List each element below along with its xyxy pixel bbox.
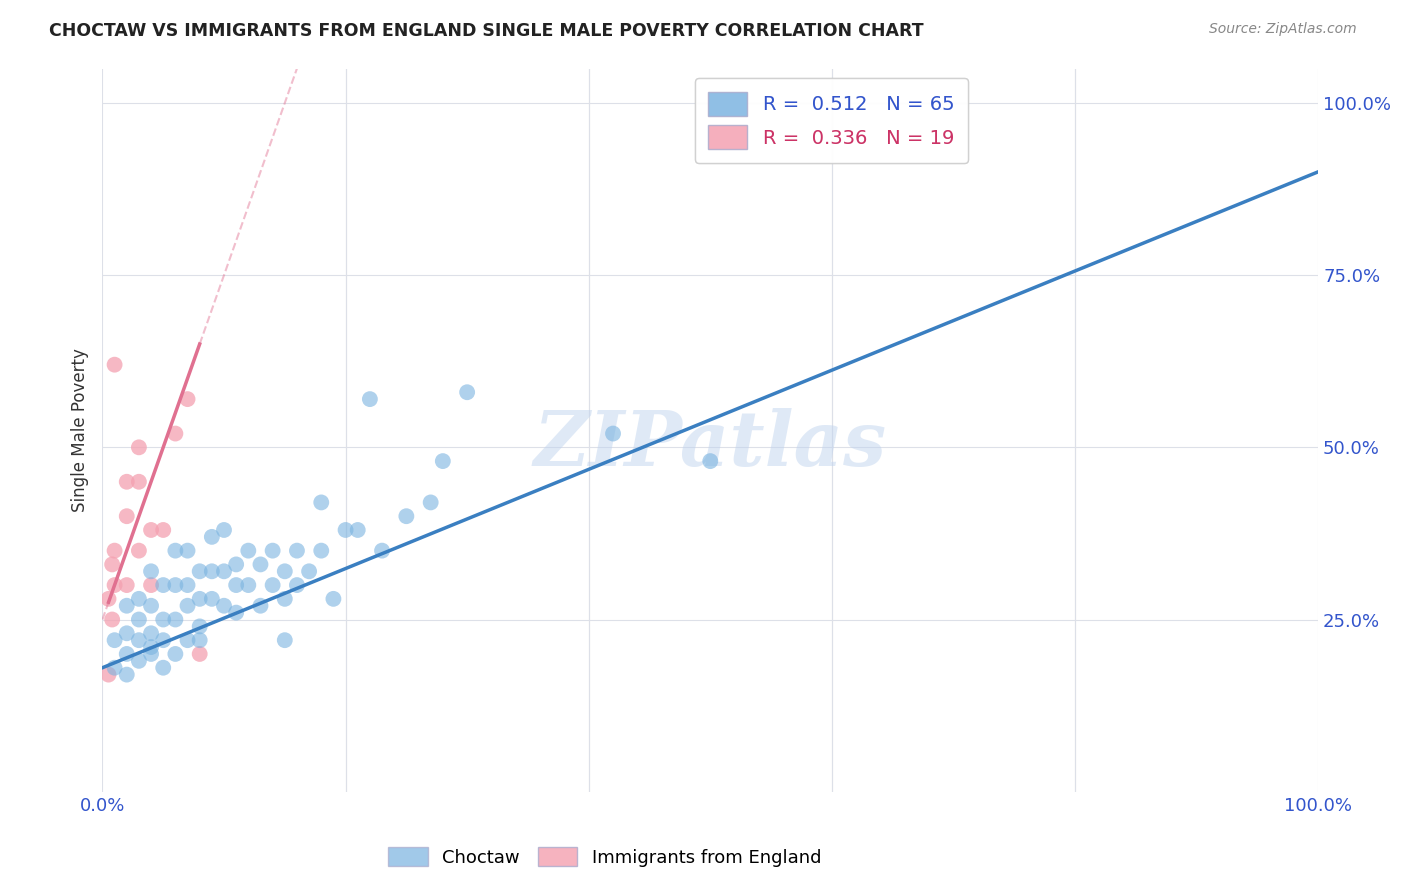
Point — [699, 454, 721, 468]
Point — [165, 578, 187, 592]
Point — [225, 606, 247, 620]
Point — [101, 613, 124, 627]
Point — [322, 591, 344, 606]
Point — [359, 392, 381, 406]
Point — [188, 633, 211, 648]
Point — [152, 578, 174, 592]
Point — [456, 385, 478, 400]
Point — [335, 523, 357, 537]
Point — [176, 599, 198, 613]
Point — [128, 633, 150, 648]
Point — [128, 543, 150, 558]
Point — [262, 578, 284, 592]
Point — [165, 613, 187, 627]
Legend: Choctaw, Immigrants from England: Choctaw, Immigrants from England — [381, 840, 828, 874]
Point — [285, 578, 308, 592]
Point — [139, 578, 162, 592]
Y-axis label: Single Male Poverty: Single Male Poverty — [72, 348, 89, 512]
Point — [139, 647, 162, 661]
Text: ZIPatlas: ZIPatlas — [534, 408, 887, 482]
Point — [139, 523, 162, 537]
Point — [152, 661, 174, 675]
Point — [139, 640, 162, 654]
Point — [115, 626, 138, 640]
Point — [128, 440, 150, 454]
Point — [115, 509, 138, 524]
Point — [128, 475, 150, 489]
Point — [188, 564, 211, 578]
Point — [115, 475, 138, 489]
Point — [395, 509, 418, 524]
Point — [165, 426, 187, 441]
Text: Source: ZipAtlas.com: Source: ZipAtlas.com — [1209, 22, 1357, 37]
Point — [165, 647, 187, 661]
Legend: R =  0.512   N = 65, R =  0.336   N = 19: R = 0.512 N = 65, R = 0.336 N = 19 — [695, 78, 967, 162]
Point — [152, 613, 174, 627]
Point — [225, 558, 247, 572]
Point — [432, 454, 454, 468]
Point — [285, 543, 308, 558]
Point — [104, 358, 127, 372]
Point — [139, 564, 162, 578]
Point — [371, 543, 394, 558]
Point — [225, 578, 247, 592]
Point — [115, 647, 138, 661]
Point — [176, 543, 198, 558]
Point — [104, 661, 127, 675]
Point — [212, 564, 235, 578]
Point — [309, 495, 332, 509]
Point — [188, 591, 211, 606]
Point — [274, 564, 297, 578]
Point — [419, 495, 441, 509]
Point — [115, 667, 138, 681]
Point — [188, 619, 211, 633]
Point — [176, 392, 198, 406]
Point — [201, 564, 224, 578]
Point — [346, 523, 368, 537]
Point — [152, 633, 174, 648]
Point — [262, 543, 284, 558]
Point — [152, 523, 174, 537]
Point — [97, 667, 120, 681]
Point — [298, 564, 321, 578]
Point — [212, 523, 235, 537]
Point — [201, 530, 224, 544]
Point — [115, 599, 138, 613]
Point — [201, 591, 224, 606]
Point — [249, 558, 271, 572]
Point — [128, 613, 150, 627]
Point — [274, 633, 297, 648]
Text: CHOCTAW VS IMMIGRANTS FROM ENGLAND SINGLE MALE POVERTY CORRELATION CHART: CHOCTAW VS IMMIGRANTS FROM ENGLAND SINGL… — [49, 22, 924, 40]
Point — [97, 591, 120, 606]
Point — [309, 543, 332, 558]
Point — [602, 426, 624, 441]
Point — [238, 543, 260, 558]
Point — [249, 599, 271, 613]
Point — [115, 578, 138, 592]
Point — [128, 654, 150, 668]
Point — [274, 591, 297, 606]
Point — [128, 591, 150, 606]
Point — [238, 578, 260, 592]
Point — [104, 543, 127, 558]
Point — [139, 599, 162, 613]
Point — [104, 633, 127, 648]
Point — [188, 647, 211, 661]
Point — [176, 633, 198, 648]
Point — [139, 626, 162, 640]
Point — [104, 578, 127, 592]
Point — [212, 599, 235, 613]
Point — [176, 578, 198, 592]
Point — [165, 543, 187, 558]
Point — [101, 558, 124, 572]
